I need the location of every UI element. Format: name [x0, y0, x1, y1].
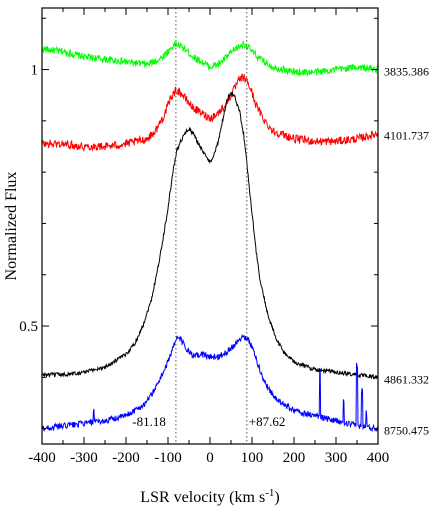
series-labels: 3835.386 4101.737 4861.332 8750.475 — [384, 65, 429, 438]
reference-line-label: -81.18 — [132, 414, 166, 429]
x-axis-label: LSR velocity (km s-1) — [140, 487, 279, 506]
x-tick-label: 0 — [206, 450, 214, 466]
series-label: 3835.386 — [384, 65, 429, 79]
series-line — [41, 40, 379, 77]
x-tick-label: -400 — [28, 450, 56, 466]
series-line — [41, 73, 379, 153]
reference-line-label: +87.62 — [249, 414, 286, 429]
y-tick-label: 0.5 — [19, 319, 38, 335]
axis-ticks: -400 -300 -200 -100 0 100 200 300 400 0.5 1 — [19, 8, 389, 466]
series-line — [41, 92, 378, 380]
y-axis-label: Normalized Flux — [3, 172, 20, 281]
x-tick-label: -300 — [70, 450, 98, 466]
series-line — [41, 333, 379, 433]
series-label: 4101.737 — [384, 129, 429, 143]
x-tick-label: -200 — [112, 450, 140, 466]
series-label: 8750.475 — [384, 424, 429, 438]
x-tick-label: 400 — [367, 450, 390, 466]
reference-lines: -81.18 +87.62 — [132, 8, 285, 444]
series-layer — [41, 40, 379, 433]
x-tick-label: 300 — [325, 450, 348, 466]
series-label: 4861.332 — [384, 372, 429, 386]
x-tick-label: -100 — [154, 450, 182, 466]
y-tick-label: 1 — [31, 63, 39, 79]
x-tick-label: 100 — [241, 450, 264, 466]
x-tick-label: 200 — [283, 450, 306, 466]
